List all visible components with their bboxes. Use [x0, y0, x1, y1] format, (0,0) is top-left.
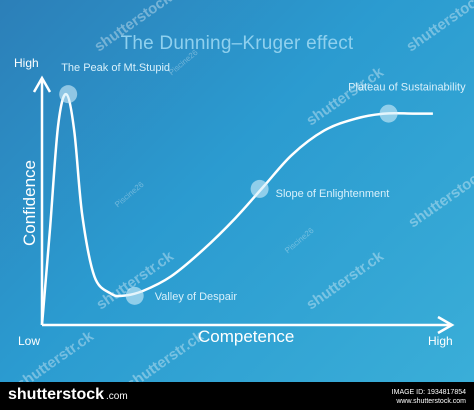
x-axis-arrow — [437, 315, 455, 335]
annotation-label: Slope of Enlightenment — [276, 188, 390, 200]
annotation-point — [250, 179, 269, 198]
y-axis-title: Confidence — [20, 160, 39, 246]
brand-domain: .com — [106, 391, 128, 402]
x-axis-high-label: High — [428, 334, 453, 348]
chart-title: The Dunning–Kruger effect — [120, 33, 354, 54]
y-axis-arrow — [32, 75, 52, 93]
annotation-point — [379, 104, 398, 123]
series-line — [40, 92, 433, 326]
x-axis-title: Competence — [198, 327, 294, 346]
x-axis-low-label: Low — [18, 334, 40, 348]
annotation-label: Valley of Despair — [155, 291, 238, 303]
chart-area: The Dunning–Kruger effect High Low High … — [0, 0, 474, 382]
brand-logo: shutterstock .com — [8, 386, 128, 404]
brand-name: shutterstock — [8, 386, 105, 403]
annotation-point — [125, 286, 144, 305]
footer-bar: shutterstock .com IMAGE ID: 1934817854 ww… — [0, 382, 474, 410]
y-axis-high-label: High — [14, 56, 39, 70]
annotation-point — [59, 85, 78, 104]
site-url: www.shutterstock.com — [396, 398, 466, 405]
image-id-block: IMAGE ID: 1934817854 www.shutterstock.co… — [392, 388, 466, 406]
chart-svg: High Low High Competence Confidence The … — [14, 56, 467, 348]
annotation-label: Plateau of Sustainability — [348, 82, 466, 94]
annotation-label: The Peak of Mt.Stupid — [61, 62, 170, 74]
image-id: IMAGE ID: 1934817854 — [391, 389, 466, 396]
